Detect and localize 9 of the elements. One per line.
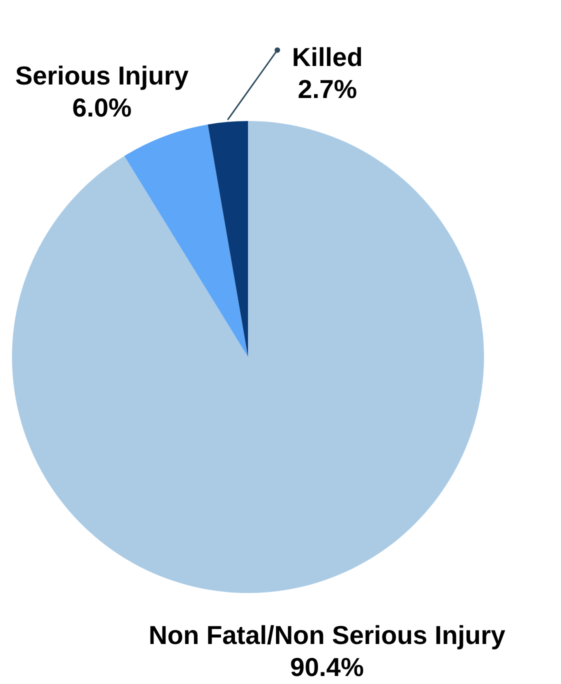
data-label: 90.4% [290, 652, 364, 682]
pie-slice [12, 121, 484, 593]
pie-slice [124, 124, 248, 357]
data-label: 6.0% [72, 92, 132, 122]
slice-label: Killed [292, 42, 363, 72]
slice-label: Serious Injury [15, 60, 190, 90]
pie-slice [208, 121, 248, 357]
slice-label: Non Fatal/Non Serious Injury [148, 620, 506, 650]
data-label: 2.7% [298, 74, 357, 104]
